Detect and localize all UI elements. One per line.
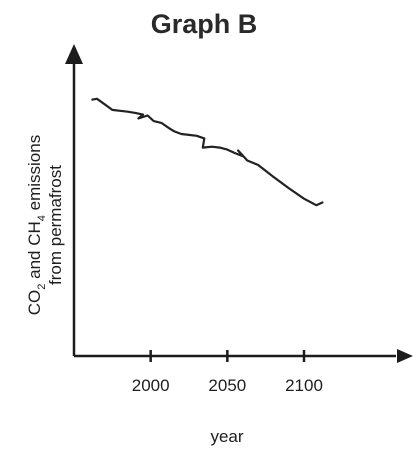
y-axis-title-line-2: from permafrost bbox=[46, 165, 65, 285]
x-tick-label-2100: 2100 bbox=[285, 376, 323, 395]
series-layer bbox=[91, 97, 324, 207]
x-axis-title: year bbox=[210, 427, 243, 446]
chart-title: Graph B bbox=[151, 9, 258, 39]
y-label-and-ch: and CH bbox=[25, 221, 44, 283]
y-axis-arrowhead bbox=[65, 44, 83, 64]
y-axis-title-line-1: CO2 and CH4 emissions bbox=[25, 135, 48, 315]
series-line-0 bbox=[91, 97, 324, 207]
x-tick-label-2050: 2050 bbox=[208, 376, 246, 395]
y-label-emissions: emissions bbox=[25, 135, 44, 215]
x-tick-label-2000: 2000 bbox=[132, 376, 170, 395]
x-axis-arrowhead bbox=[397, 349, 413, 363]
x-axis-ticks: 2000 2050 2100 bbox=[132, 350, 323, 395]
y-label-co: CO bbox=[25, 290, 44, 316]
y-label-ch-subscript: 4 bbox=[36, 215, 48, 221]
y-label-co-subscript: 2 bbox=[36, 284, 48, 290]
